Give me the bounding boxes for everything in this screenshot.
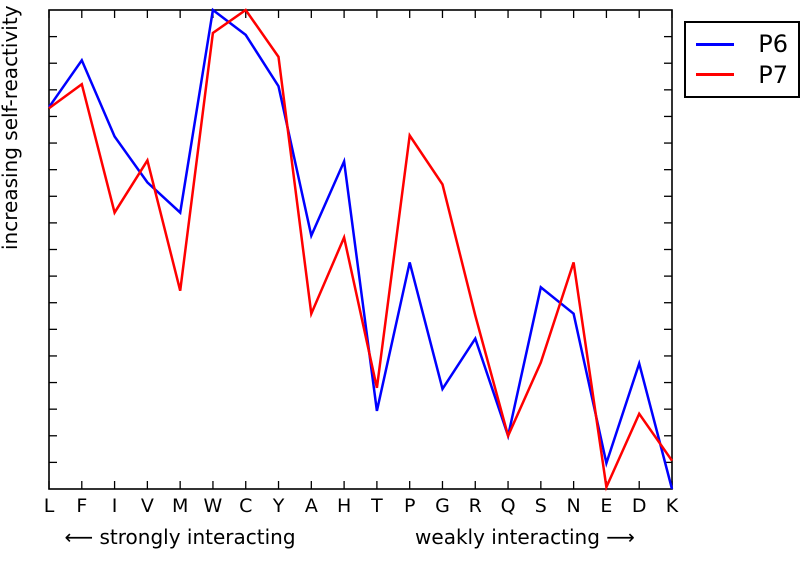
x-tick-label-M: M bbox=[171, 495, 189, 517]
x-annotation-weakly-interacting: weakly interacting ⟶ bbox=[415, 525, 635, 549]
x-tick-label-A: A bbox=[304, 495, 318, 517]
x-tick-label-Y: Y bbox=[272, 495, 285, 517]
x-tick-label-F: F bbox=[76, 495, 88, 517]
legend-label-p6: P6 bbox=[758, 30, 788, 59]
axes-frame bbox=[48, 9, 673, 490]
legend: P6 P7 bbox=[684, 21, 800, 98]
x-annotation-strongly-interacting: ⟵ strongly interacting bbox=[64, 525, 296, 549]
x-tick-label-G: G bbox=[435, 495, 450, 517]
y-axis-label-text: increasing self-reactivity ⟶ bbox=[0, 0, 22, 250]
legend-line-swatch-p6 bbox=[696, 42, 734, 46]
x-tick-label-K: K bbox=[665, 495, 679, 517]
x-tick-label-E: E bbox=[600, 495, 613, 517]
x-tick-label-C: C bbox=[239, 495, 253, 517]
x-tick-label-P: P bbox=[403, 495, 416, 517]
x-tick-label-S: S bbox=[534, 495, 547, 517]
x-tick-label-V: V bbox=[140, 495, 154, 517]
series-line-p6 bbox=[47, 7, 674, 490]
x-tick-label-L: L bbox=[43, 495, 55, 517]
x-tick-label-Q: Q bbox=[500, 495, 516, 517]
series-line-p7 bbox=[48, 8, 674, 492]
x-tick-label-R: R bbox=[468, 495, 482, 517]
legend-label-p7: P7 bbox=[758, 60, 788, 89]
x-tick-label-T: T bbox=[371, 495, 383, 517]
legend-entry-p7: P7 bbox=[696, 63, 788, 87]
legend-entry-p6: P6 bbox=[696, 32, 788, 56]
x-tick-label-W: W bbox=[203, 495, 223, 517]
legend-line-swatch-p7 bbox=[696, 73, 734, 77]
x-tick-label-D: D bbox=[631, 495, 647, 517]
x-tick-label-I: I bbox=[111, 495, 118, 517]
x-tick-label-H: H bbox=[336, 495, 352, 517]
x-tick-label-N: N bbox=[566, 495, 581, 517]
